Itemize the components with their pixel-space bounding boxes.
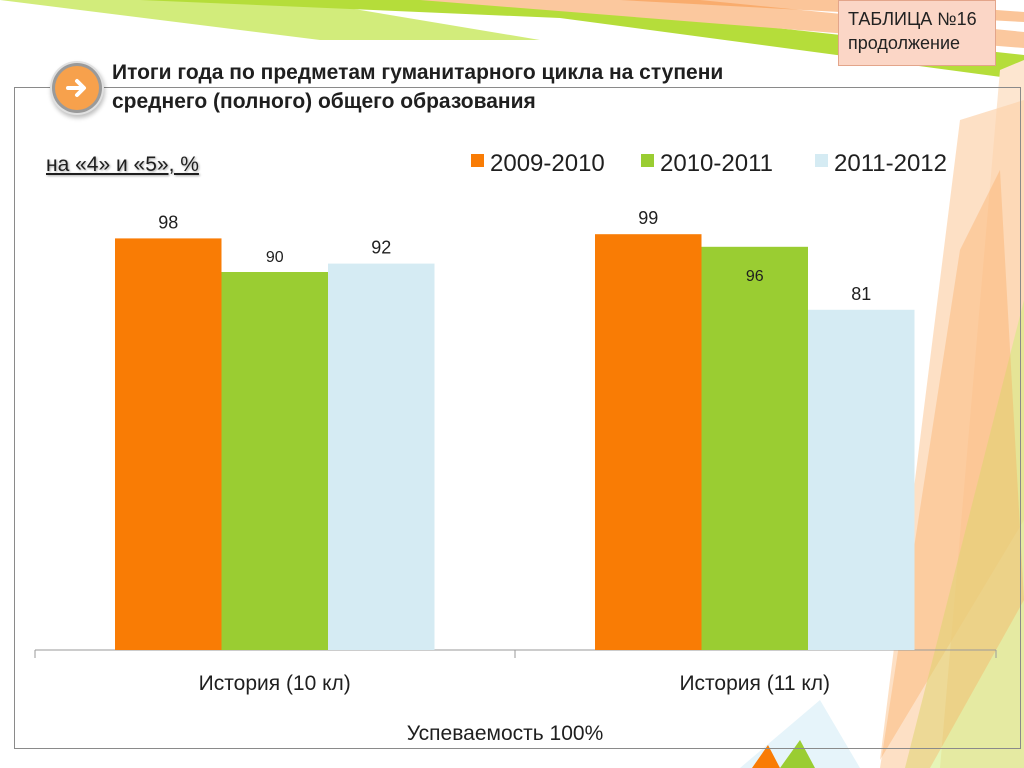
slide-title-line-1: Итоги года по предметам гуманитарного ци… (112, 61, 724, 84)
x-tick-label-1: История (10 кл) (199, 672, 351, 695)
bar-2-2010-2011 (701, 246, 808, 651)
legend-label-2009-2010: 2009-2010 (490, 150, 605, 177)
table-number-badge: ТАБЛИЦА №16 продолжение (838, 0, 996, 66)
data-label-2-2011-2012: 81 (851, 284, 871, 304)
legend-swatch-2010-2011 (641, 154, 654, 167)
bar-2-2011-2012 (808, 309, 915, 650)
data-label-1-2011-2012: 92 (371, 238, 391, 258)
bar-2-2009-2010 (595, 234, 702, 650)
badge-continuation: продолжение (848, 33, 961, 53)
data-label-2-2010-2011: 96 (746, 268, 764, 285)
data-label-2-2009-2010: 99 (638, 208, 658, 228)
legend-label-2011-2012: 2011-2012 (834, 150, 947, 177)
bar-1-2011-2012 (328, 263, 435, 650)
x-tick-label-2: История (11 кл) (679, 672, 830, 695)
next-slide-button[interactable] (55, 66, 99, 110)
data-label-1-2010-2011: 90 (266, 249, 284, 266)
legend-swatch-2011-2012 (815, 154, 828, 167)
legend-swatch-2009-2010 (471, 154, 484, 167)
badge-table-number: ТАБЛИЦА №16 (848, 9, 977, 29)
bar-1-2010-2011 (221, 272, 328, 650)
slide-title: Итоги года по предметам гуманитарного ци… (112, 58, 872, 116)
chart-footnote: Успеваемость 100% (406, 722, 604, 745)
slide-title-line-2: среднего (полного) общего образования (112, 90, 536, 113)
chart-subtitle: на «4» и «5», % (46, 153, 199, 176)
data-label-1-2009-2010: 98 (158, 212, 178, 232)
legend-label-2010-2011: 2010-2011 (660, 150, 773, 177)
arrow-right-icon (66, 79, 86, 97)
bar-1-2009-2010 (115, 238, 222, 650)
content-frame (14, 87, 1021, 749)
